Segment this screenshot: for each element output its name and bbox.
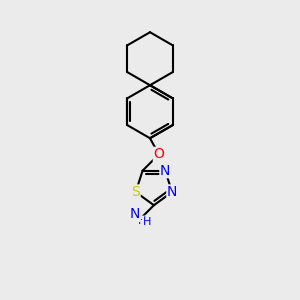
Text: H: H bbox=[142, 217, 151, 227]
Text: O: O bbox=[153, 147, 164, 161]
Text: N: N bbox=[130, 207, 140, 221]
Text: N: N bbox=[167, 185, 177, 199]
Text: H: H bbox=[138, 216, 146, 226]
Text: N: N bbox=[160, 164, 170, 178]
Text: S: S bbox=[131, 185, 140, 199]
